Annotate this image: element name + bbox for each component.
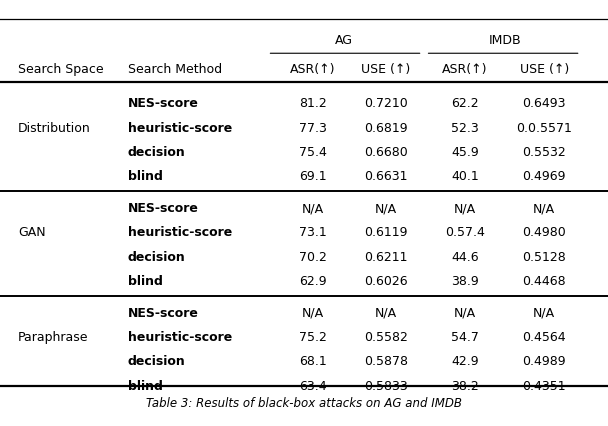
Text: ASR(↑): ASR(↑) <box>291 63 336 75</box>
Text: 0.5833: 0.5833 <box>364 380 408 393</box>
Text: 0.6211: 0.6211 <box>364 250 408 264</box>
Text: 75.4: 75.4 <box>299 146 327 159</box>
Text: 0.6680: 0.6680 <box>364 146 408 159</box>
Text: blind: blind <box>128 170 162 183</box>
Text: 54.7: 54.7 <box>451 331 479 344</box>
Text: 63.4: 63.4 <box>299 380 327 393</box>
Text: 0.6493: 0.6493 <box>522 97 566 110</box>
Text: 70.2: 70.2 <box>299 250 327 264</box>
Text: 0.57.4: 0.57.4 <box>445 226 485 239</box>
Text: N/A: N/A <box>533 307 555 320</box>
Text: Search Space: Search Space <box>18 63 104 75</box>
Text: 40.1: 40.1 <box>451 170 479 183</box>
Text: N/A: N/A <box>454 307 476 320</box>
Text: 68.1: 68.1 <box>299 355 327 368</box>
Text: 0.6631: 0.6631 <box>364 170 408 183</box>
Text: 77.3: 77.3 <box>299 121 327 135</box>
Text: 0.5582: 0.5582 <box>364 331 408 344</box>
Text: AG: AG <box>334 34 353 47</box>
Text: heuristic-score: heuristic-score <box>128 226 232 239</box>
Text: NES-score: NES-score <box>128 307 199 320</box>
Text: N/A: N/A <box>375 202 397 215</box>
Text: ASR(↑): ASR(↑) <box>443 63 488 75</box>
Text: 0.7210: 0.7210 <box>364 97 408 110</box>
Text: decision: decision <box>128 146 185 159</box>
Text: N/A: N/A <box>533 202 555 215</box>
Text: 0.4969: 0.4969 <box>522 170 566 183</box>
Text: blind: blind <box>128 380 162 393</box>
Text: decision: decision <box>128 250 185 264</box>
Text: N/A: N/A <box>454 202 476 215</box>
Text: GAN: GAN <box>18 226 46 239</box>
Text: 62.2: 62.2 <box>451 97 479 110</box>
Text: IMDB: IMDB <box>488 34 521 47</box>
Text: 44.6: 44.6 <box>451 250 479 264</box>
Text: NES-score: NES-score <box>128 202 199 215</box>
Text: Paraphrase: Paraphrase <box>18 331 89 344</box>
Text: 0.6119: 0.6119 <box>364 226 408 239</box>
Text: 0.4564: 0.4564 <box>522 331 566 344</box>
Text: 0.4989: 0.4989 <box>522 355 566 368</box>
Text: decision: decision <box>128 355 185 368</box>
Text: 38.2: 38.2 <box>451 380 479 393</box>
Text: blind: blind <box>128 275 162 288</box>
Text: 0.5878: 0.5878 <box>364 355 408 368</box>
Text: 0.4468: 0.4468 <box>522 275 566 288</box>
Text: 62.9: 62.9 <box>299 275 327 288</box>
Text: heuristic-score: heuristic-score <box>128 121 232 135</box>
Text: 0.5532: 0.5532 <box>522 146 566 159</box>
Text: USE (↑): USE (↑) <box>361 63 411 75</box>
Text: 42.9: 42.9 <box>451 355 479 368</box>
Text: 73.1: 73.1 <box>299 226 327 239</box>
Text: 0.5128: 0.5128 <box>522 250 566 264</box>
Text: Distribution: Distribution <box>18 121 91 135</box>
Text: heuristic-score: heuristic-score <box>128 331 232 344</box>
Text: Search Method: Search Method <box>128 63 222 75</box>
Text: USE (↑): USE (↑) <box>519 63 569 75</box>
Text: 52.3: 52.3 <box>451 121 479 135</box>
Text: 0.0.5571: 0.0.5571 <box>516 121 572 135</box>
Text: 75.2: 75.2 <box>299 331 327 344</box>
Text: NES-score: NES-score <box>128 97 199 110</box>
Text: 0.6819: 0.6819 <box>364 121 408 135</box>
Text: N/A: N/A <box>375 307 397 320</box>
Text: 0.6026: 0.6026 <box>364 275 408 288</box>
Text: 0.4980: 0.4980 <box>522 226 566 239</box>
Text: 69.1: 69.1 <box>299 170 327 183</box>
Text: 38.9: 38.9 <box>451 275 479 288</box>
Text: 81.2: 81.2 <box>299 97 327 110</box>
Text: N/A: N/A <box>302 307 324 320</box>
Text: 45.9: 45.9 <box>451 146 479 159</box>
Text: Table 3: Results of black-box attacks on AG and IMDB: Table 3: Results of black-box attacks on… <box>146 397 462 410</box>
Text: N/A: N/A <box>302 202 324 215</box>
Text: 0.4351: 0.4351 <box>522 380 566 393</box>
